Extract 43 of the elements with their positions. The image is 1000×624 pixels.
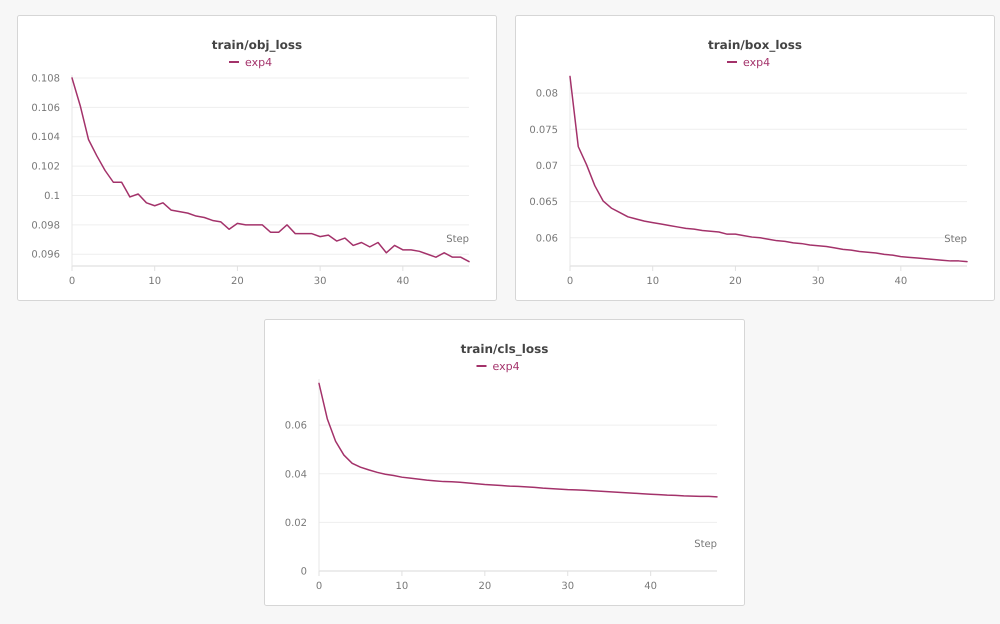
y-tick-label: 0.104 [31,132,60,144]
x-axis-title: Step [694,539,717,550]
line-series [318,382,718,498]
x-tick-label: 40 [894,276,908,287]
x-tick-label: 10 [646,276,660,287]
chart-title: train/obj_loss [212,38,302,52]
legend-label: exp4 [492,360,520,373]
x-tick-label: 0 [316,581,322,592]
y-tick-label: 0.098 [31,220,60,232]
y-tick-label: 0.04 [284,469,307,480]
y-tick-label: 0.1 [44,190,60,202]
chart-title: train/box_loss [708,38,802,52]
y-tick-label: 0 [300,566,307,578]
x-tick-label: 40 [396,276,410,287]
y-tick-label: 0.106 [31,102,60,114]
y-tick-label: 0.102 [31,162,60,173]
x-tick-label: 30 [812,276,824,287]
x-tick-label: 0 [68,276,76,287]
y-tick-label: 0.08 [536,88,558,100]
y-tick-label: 0.06 [536,233,558,244]
x-tick-label: 20 [231,276,244,287]
y-tick-label: 0.096 [31,250,60,261]
chart-title: train/cls_loss [460,342,548,356]
line-series [71,77,470,262]
legend-label: exp4 [245,56,272,69]
x-tick-label: 30 [561,581,574,592]
x-tick-label: 20 [729,276,742,287]
y-tick-label: 0.02 [284,518,307,529]
x-tick-label: 20 [478,581,492,592]
y-tick-label: 0.065 [529,197,558,208]
y-tick-label: 0.07 [536,160,558,172]
legend-label: exp4 [743,56,770,69]
x-axis-title: Step [944,234,967,245]
x-tick-label: 10 [148,276,162,287]
x-tick-label: 10 [396,581,408,592]
y-tick-label: 0.108 [31,73,60,84]
x-axis-title: Step [446,234,469,245]
x-tick-label: 30 [314,276,326,287]
y-tick-label: 0.075 [529,124,558,136]
x-tick-label: 0 [566,276,574,287]
line-series [569,76,968,262]
x-tick-label: 40 [644,581,658,592]
y-tick-label: 0.06 [284,420,307,432]
